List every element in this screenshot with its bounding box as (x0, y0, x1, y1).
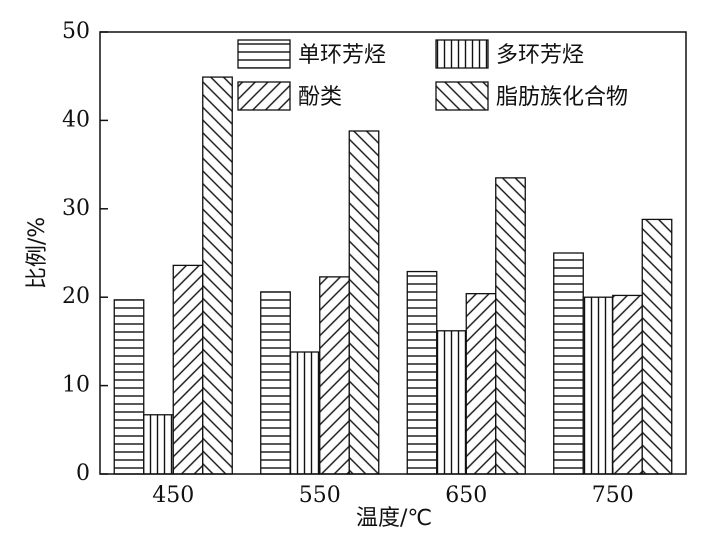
bar-550-series-3 (348, 130, 380, 475)
y-tick-label-20: 20 (62, 284, 90, 309)
y-tick-label-50: 50 (62, 19, 90, 44)
legend-swatch-2 (237, 81, 291, 111)
x-axis: 450 550 650 750 (152, 467, 634, 508)
bar-450-series-3 (202, 76, 233, 475)
bar-650-series-3 (495, 177, 526, 475)
bar-450-series-2 (172, 264, 204, 475)
legend-swatch-0 (237, 39, 291, 69)
bar-450-series-0 (113, 299, 145, 475)
x-axis-title: 温度/℃ (356, 506, 432, 531)
plot-frame (99, 31, 687, 475)
legend-label-0: 单环芳烃 (298, 43, 386, 68)
bar-750-series-0 (553, 252, 584, 475)
y-axis: 0 10 20 30 40 50 (62, 19, 108, 486)
y-tick-label-10: 10 (62, 373, 90, 398)
bar-550-series-2 (319, 276, 350, 475)
bar-750-series-2 (612, 294, 643, 475)
bar-650-series-2 (465, 293, 497, 475)
legend-label-1: 多环芳烃 (496, 43, 584, 68)
x-tick-label-550: 550 (299, 483, 341, 508)
bar-650-series-1 (436, 330, 467, 475)
x-tick-label-750: 750 (592, 483, 634, 508)
x-tick-label-450: 450 (152, 483, 194, 508)
y-axis-title: 比例/% (25, 217, 50, 289)
legend-label-3: 脂肪族化合物 (496, 85, 628, 110)
y-tick-label-0: 0 (76, 461, 90, 486)
x-tick-label-650: 650 (445, 483, 487, 508)
bar-550-series-0 (260, 291, 291, 475)
bar-750-series-1 (582, 296, 614, 475)
y-tick-label-40: 40 (62, 107, 90, 132)
bar-550-series-1 (289, 351, 321, 475)
bar-650-series-0 (406, 270, 438, 475)
legend-swatch-1 (435, 39, 489, 69)
legend-label-2: 酚类 (298, 85, 342, 110)
y-tick-label-30: 30 (62, 196, 90, 221)
bars-group (113, 76, 673, 475)
bar-750-series-3 (641, 218, 673, 475)
bar-450-series-1 (143, 414, 174, 475)
legend-swatch-3 (435, 81, 489, 111)
